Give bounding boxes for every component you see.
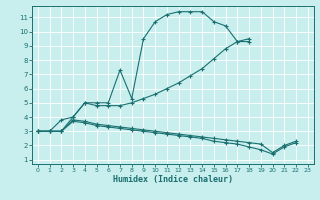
X-axis label: Humidex (Indice chaleur): Humidex (Indice chaleur)	[113, 175, 233, 184]
